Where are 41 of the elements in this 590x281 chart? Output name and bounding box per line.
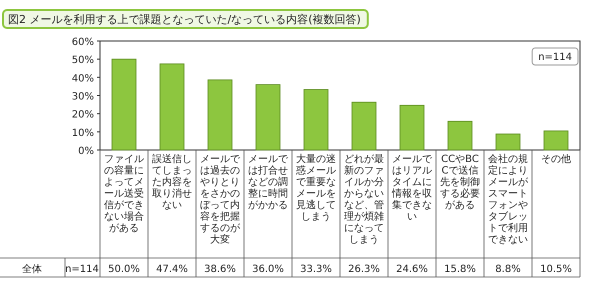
data-label: 24.6%	[396, 264, 428, 275]
y-tick-label: 0%	[78, 146, 94, 157]
x-tick-label: 会社の規定によりメールがスマートフォンやタブレットで利用できない	[488, 153, 529, 246]
chart-title: 図2 メールを利用する上で課題となっていた/なっている内容(複数回答)	[8, 13, 361, 26]
x-tick-label: その他	[541, 153, 571, 165]
bar	[208, 79, 232, 150]
bar	[304, 89, 328, 150]
y-tick-label: 50%	[72, 55, 94, 66]
y-tick-label: 30%	[72, 92, 94, 102]
x-tick-label: 誤送信してしまった内容を取り消せない	[152, 153, 192, 211]
x-tick-label: メールでは過去のやりとりをさかのぼって内容を把握するのが大変	[200, 154, 241, 246]
bar	[256, 84, 280, 150]
bar	[544, 130, 568, 150]
annotation: n=114	[538, 52, 572, 63]
y-tick-label: 40%	[72, 73, 94, 84]
x-tick-label: メールでは打合せなどの調整に時間がかかる	[248, 154, 289, 211]
x-tick-label: どれが最新のファイルか分からないなど、管理が煩雑になってしまう	[344, 154, 384, 246]
bar	[160, 63, 184, 150]
x-tick-label: 大量の迷惑メールで重要なメールを見逃してしまう	[295, 153, 336, 222]
x-tick-label: メールではリアルタイムに情報を収集できない	[391, 154, 433, 222]
x-tick-label: CCやBCCで送信先を制御する必要がある	[440, 154, 480, 211]
bar	[400, 104, 424, 150]
data-label: 26.3%	[348, 264, 380, 275]
text: n=114	[65, 264, 99, 275]
bar	[448, 120, 472, 150]
bar	[352, 102, 376, 150]
data-label: 50.0%	[108, 264, 140, 275]
y-tick-label: 20%	[72, 110, 94, 121]
data-label: 38.6%	[204, 264, 236, 275]
y-tick-label: 10%	[72, 128, 94, 139]
x-tick-label: ファイルの容量によってメール送受信ができない場合がある	[104, 154, 144, 234]
data-label: 36.0%	[252, 264, 284, 275]
y-tick-label: 60%	[72, 37, 94, 48]
text: 全体	[22, 263, 42, 275]
data-label: 33.3%	[300, 264, 332, 275]
bar	[496, 134, 520, 150]
data-label: 15.8%	[444, 264, 476, 275]
data-label: 10.5%	[540, 264, 572, 275]
bar	[112, 58, 136, 150]
data-label: 8.8%	[495, 264, 521, 275]
data-label: 47.4%	[156, 264, 188, 275]
